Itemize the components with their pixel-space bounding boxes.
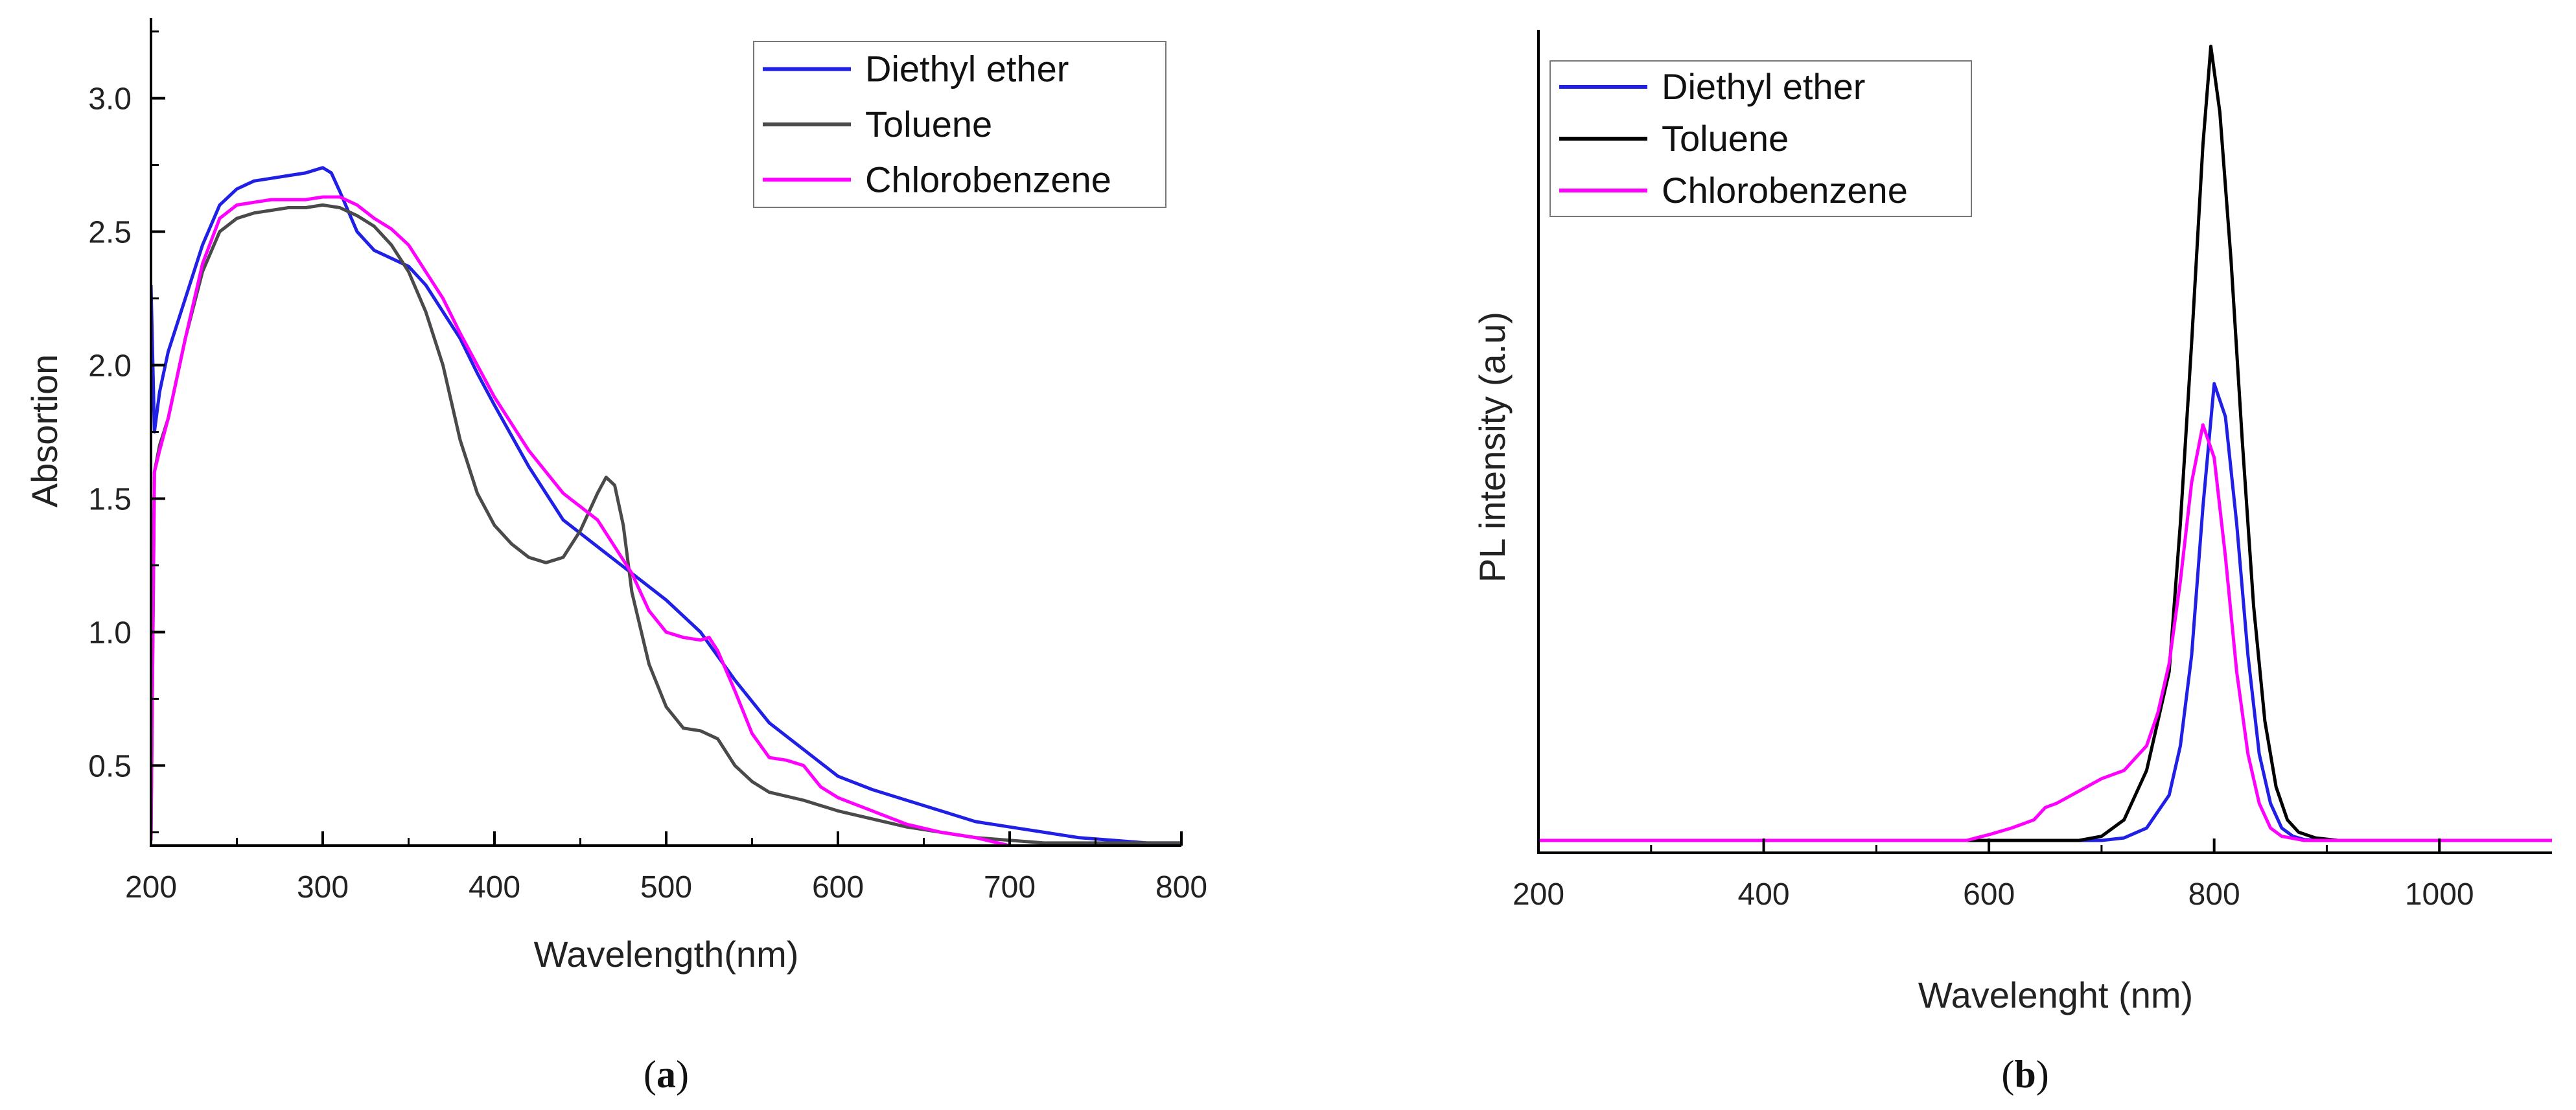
panel-b-x-tick-label: 1000	[2405, 877, 2474, 912]
panel-a-y-tick-label: 2.0	[88, 349, 132, 384]
panel-a-series-diethyl-ether-line	[151, 166, 1181, 845]
panel-b-legend-label: Toluene	[1662, 118, 1789, 159]
panel-b-legend-label: Chlorobenzene	[1662, 170, 1908, 211]
panel-b-series-toluene-line	[1538, 44, 2552, 842]
panel-a-x-tick-label: 700	[984, 870, 1036, 905]
panel-b-x-tick-label: 200	[1513, 877, 1564, 912]
panel-b-x-tick-label: 400	[1738, 877, 1790, 912]
panel-a-y-tick-label: 2.5	[88, 216, 132, 250]
panel-a-absorption-chart: Absortion Wavelength(nm) Diethyl ether To…	[24, 18, 1207, 1096]
panel-a-y-tick-label: 3.0	[88, 82, 132, 117]
panel-b-pl-chart: PL intensity (a.u) Wavelenght (nm) Dieth…	[1472, 30, 2552, 1096]
panel-b-series-diethyl-ether-line	[1538, 382, 2552, 842]
panel-a-xlabel: Wavelength(nm)	[534, 934, 799, 975]
panel-a-x-tick-label: 800	[1155, 870, 1207, 905]
panel-b-x-tick-label: 800	[2188, 877, 2240, 912]
panel-a-x-tick-label: 300	[297, 870, 349, 905]
panel-b-xlabel: Wavelenght (nm)	[1918, 975, 2193, 1015]
panel-b-x-tick-label: 600	[1963, 877, 2015, 912]
panel-a-x-tick-label: 200	[125, 870, 177, 905]
panel-b-ylabel: PL intensity (a.u)	[1472, 312, 1513, 583]
panel-a-series-toluene-line	[151, 203, 1181, 845]
panel-a-y-tick-label: 1.0	[88, 616, 132, 650]
panel-b-series-chlorobenzene-line	[1538, 423, 2552, 842]
panel-a-y-tick-label: 0.5	[88, 749, 132, 783]
panel-a-x-tick-label: 500	[640, 870, 692, 905]
panel-a-series-chlorobenzene-line	[151, 195, 1010, 846]
panel-a-legend-label: Toluene	[865, 104, 992, 145]
panel-a-ylabel: Absortion	[24, 354, 65, 508]
panel-b-label: (b)	[2001, 1053, 2048, 1096]
panel-a-y-tick-label: 1.5	[88, 482, 132, 516]
panel-b-legend-label: Diethyl ether	[1662, 66, 1865, 107]
panel-a-x-tick-label: 600	[812, 870, 864, 905]
panel-a-legend-label: Diethyl ether	[865, 49, 1069, 89]
panel-a-legend-label: Chlorobenzene	[865, 159, 1111, 200]
panel-b-legend: Diethyl ether Toluene Chlorobenzene	[1549, 60, 1972, 217]
panel-a-legend: Diethyl ether Toluene Chlorobenzene	[753, 41, 1166, 208]
panel-a-x-tick-label: 400	[469, 870, 520, 905]
panel-a-label: (a)	[644, 1053, 689, 1096]
